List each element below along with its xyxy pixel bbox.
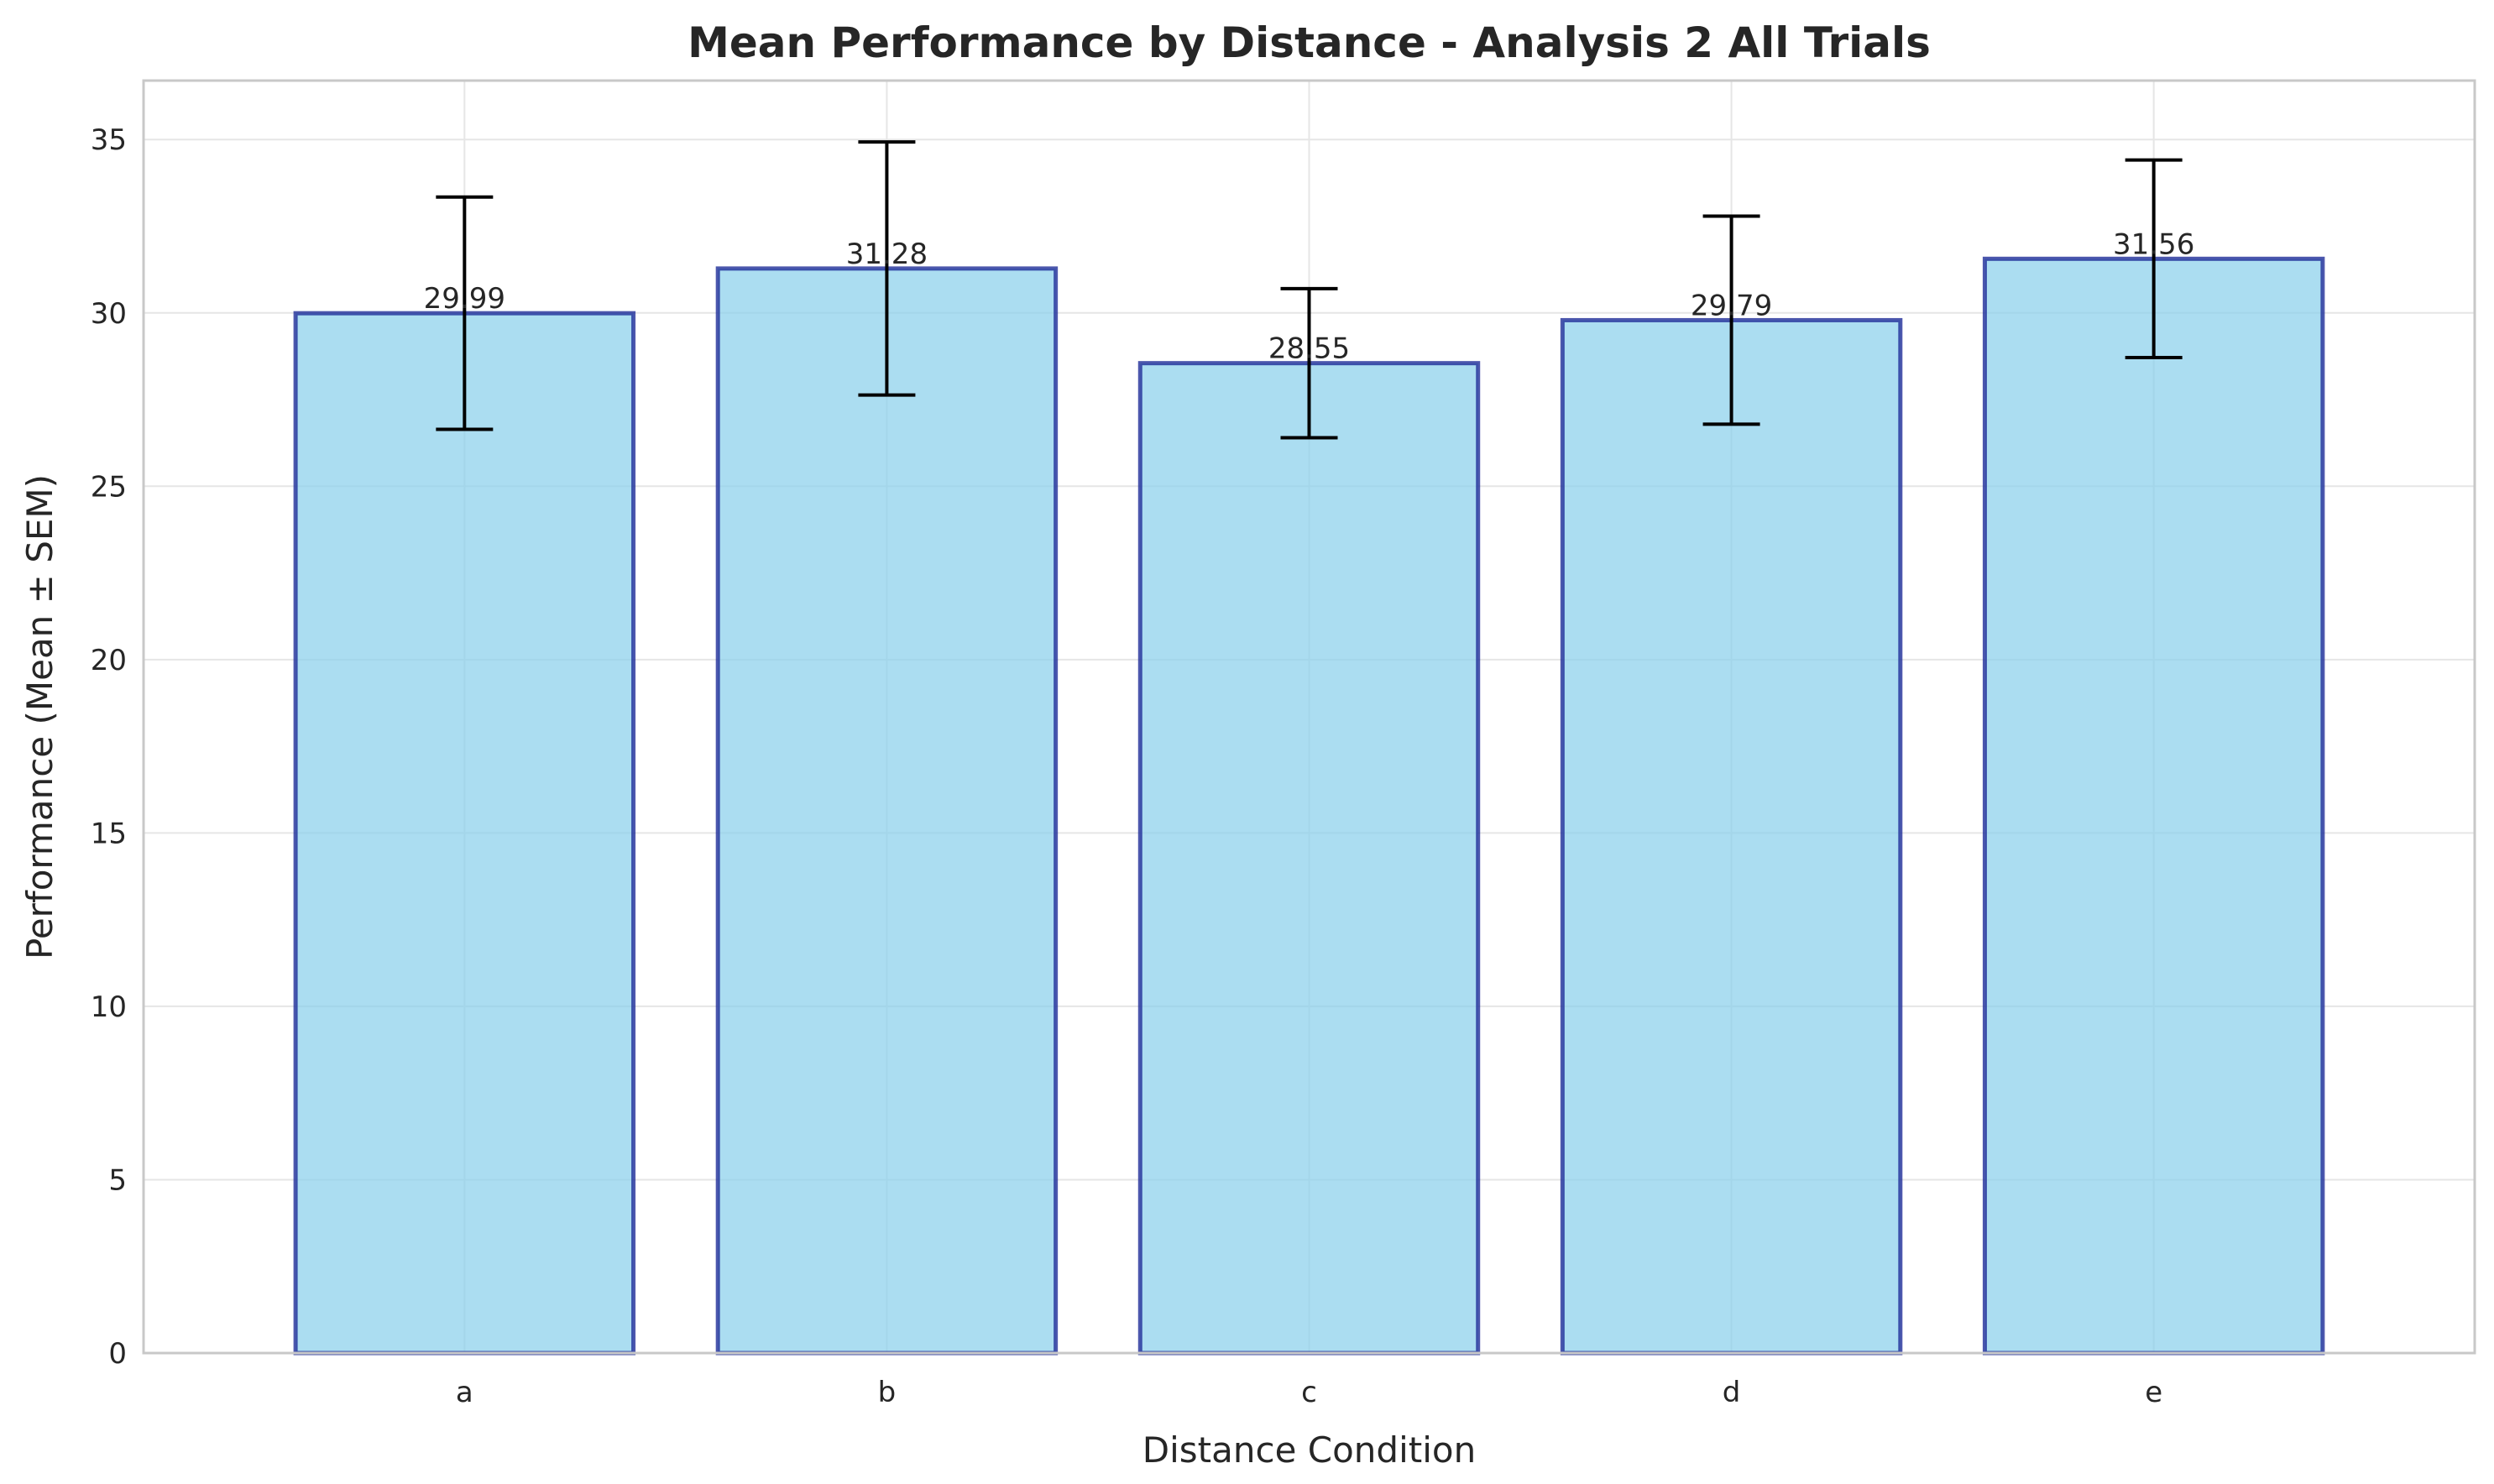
x-tick-label: a (456, 1376, 473, 1409)
bar-a (293, 311, 636, 1356)
x-axis-label: Distance Condition (1142, 1429, 1476, 1471)
error-bar-c (1280, 286, 1338, 440)
y-tick-label: 20 (91, 644, 127, 677)
y-tick-label: 30 (91, 297, 127, 331)
y-tick-label: 0 (108, 1337, 127, 1371)
error-bar-b (858, 140, 916, 397)
data-label-a: 29.99 (424, 282, 505, 316)
bars (293, 256, 2325, 1356)
y-tick-label: 10 (91, 990, 127, 1024)
data-label-e: 31.56 (2113, 227, 2194, 261)
x-tick-label: c (1301, 1376, 1317, 1409)
plot-frame (142, 79, 2476, 1355)
x-tick-label: d (1723, 1376, 1741, 1409)
bar-d (1560, 317, 1903, 1356)
y-tick-label: 15 (91, 817, 127, 850)
error-bar-d (1702, 214, 1760, 426)
chart-title: Mean Performance by Distance - Analysis … (688, 18, 1931, 67)
x-axis-ticks: a b c d e (456, 1376, 2162, 1409)
data-label-d: 29.79 (1691, 289, 1772, 322)
bar-b (715, 266, 1059, 1356)
y-tick-label: 25 (91, 470, 127, 504)
data-label-c: 28.55 (1268, 332, 1350, 366)
data-label-b: 31.28 (846, 238, 928, 271)
x-tick-label: e (2145, 1376, 2162, 1409)
bar-e (1982, 256, 2325, 1356)
bar-c (1137, 361, 1481, 1356)
y-axis-ticks: 0 5 10 15 20 25 30 35 (91, 123, 127, 1371)
error-bar-a (436, 195, 494, 431)
error-bars (436, 140, 2183, 440)
y-axis-label: Performance (Mean ± SEM) (19, 474, 60, 959)
data-labels: 29.99 31.28 28.55 29.79 31.56 (424, 227, 2195, 365)
error-bar-e (2125, 158, 2183, 360)
y-tick-label: 5 (108, 1163, 127, 1197)
x-tick-label: b (878, 1376, 897, 1409)
y-tick-label: 35 (91, 123, 127, 157)
